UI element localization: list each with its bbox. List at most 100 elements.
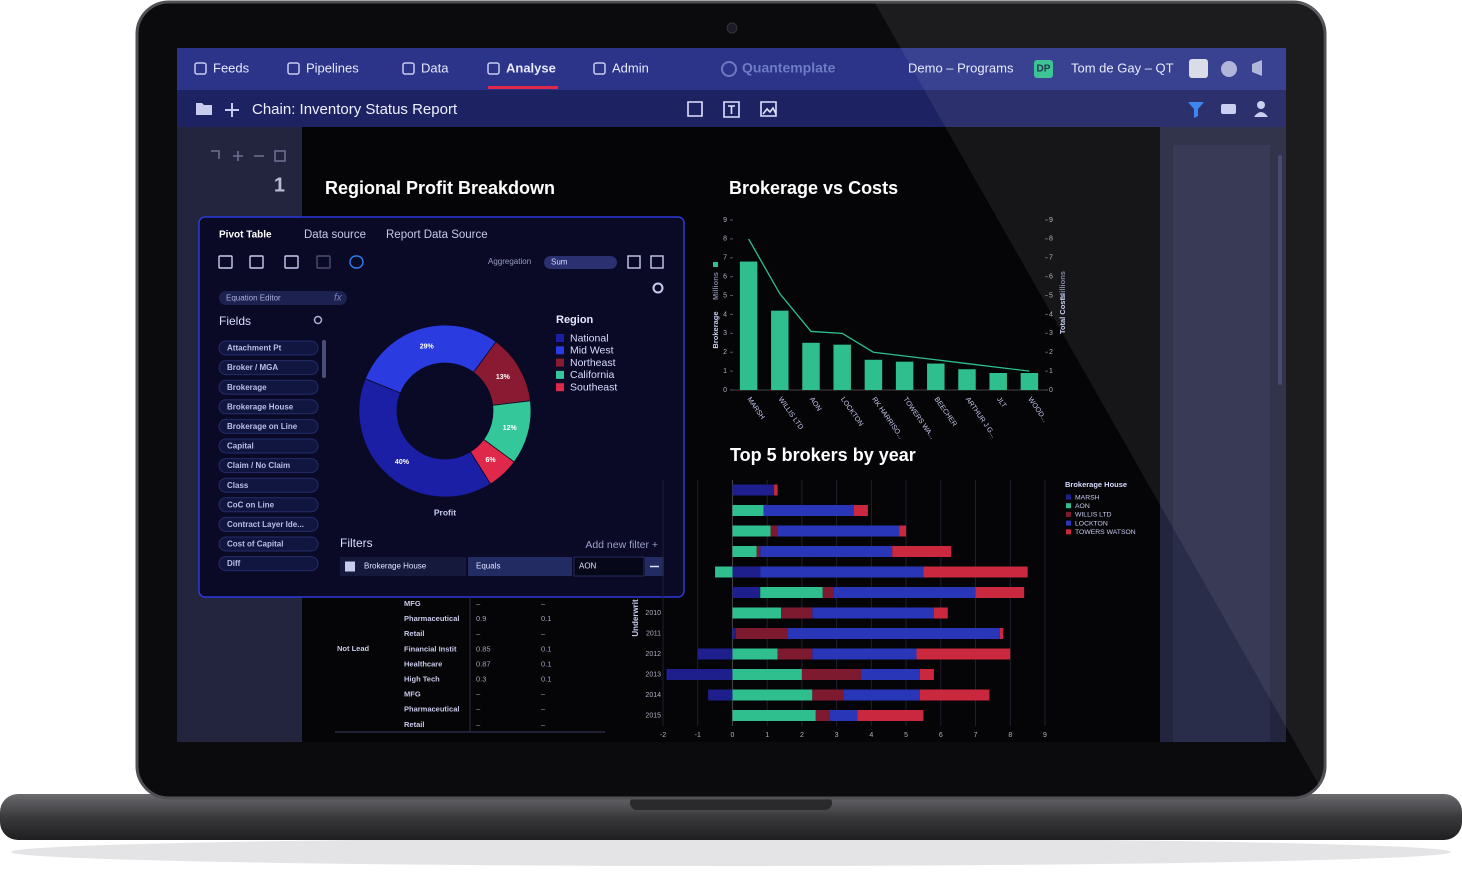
bar-segment [854,505,868,516]
x-tick-label: 9 [1043,732,1047,739]
toolbar-icon[interactable] [760,101,777,117]
bar-segment [770,525,778,537]
filter-checkbox[interactable] [345,561,355,572]
workspace-badge: DP [1037,64,1051,75]
field-name: Attachment Pt [227,344,282,353]
download-icon[interactable] [650,255,664,269]
add-user-icon[interactable] [1257,101,1265,109]
y2-axis-unit: Millions [1058,271,1067,299]
bar-segment [732,607,782,619]
legend-swatch [1066,529,1071,535]
bar-segment [919,669,934,680]
nav-item[interactable]: Feeds [213,60,250,75]
zoom-icons[interactable] [211,150,286,162]
filter-field: Brokerage House [364,562,427,571]
y2-tick-label: 6 [1049,274,1053,281]
chart-type-icon[interactable] [349,255,364,269]
toolbar-icon[interactable] [723,101,740,118]
settings-icon[interactable] [652,282,664,294]
bar-segment [763,505,854,516]
chart-type-icon[interactable] [284,255,299,269]
nav-item[interactable]: Analyse [506,60,556,75]
field-pill[interactable] [218,379,319,395]
equation-editor-box[interactable] [219,291,347,305]
pivot-tab[interactable]: Data source [304,229,366,241]
pivot-tab[interactable]: Report Data Source [386,229,488,241]
nav-item[interactable]: Admin [612,60,649,75]
field-pill[interactable] [218,418,319,434]
bar-segment [999,628,1004,639]
legend-label: AON [1075,503,1090,510]
x-tick-label: 3 [835,732,839,739]
workspace[interactable]: Demo – Programs [908,60,1014,75]
legend-label: Southeast [570,381,617,393]
scrollbar [1278,155,1282,385]
legend-label: Northeast [570,357,616,369]
legend-swatch [1066,494,1071,500]
line [748,238,1030,372]
filter-value-box[interactable] [573,556,645,577]
y-tick-label: 4 [723,311,727,318]
y-tick-label: 2015 [645,712,661,719]
bar-segment [732,484,775,496]
pivot-tab[interactable]: Pivot Table [219,230,272,241]
field-pill[interactable] [218,360,319,376]
pivot-icon[interactable] [627,255,641,269]
field-pill[interactable] [218,516,319,532]
y-axis-unit: Millions [711,272,720,300]
bar-segment [732,689,813,701]
nav-item[interactable]: Pipelines [306,60,359,75]
table-group: Not Lead [337,644,370,653]
workspace-badge-bg [1034,60,1053,78]
field-pill[interactable] [218,497,319,513]
bar-segment [843,689,920,701]
field-pill[interactable] [218,536,319,552]
field-name: Brokerage House [227,402,294,411]
donut-slice [364,324,497,394]
bar-segment [781,607,813,619]
pivot-panel [198,216,685,598]
help-icon[interactable] [1221,61,1237,77]
nav-item[interactable]: Data [421,60,449,75]
field-pill[interactable] [218,438,319,454]
aggregation-select[interactable] [544,256,617,269]
y-tick-label: 5 [723,292,727,299]
table-cell: Healthcare [404,659,442,668]
table-cell: – [476,629,481,638]
y-tick-label: 9 [723,217,727,224]
print-icon[interactable] [1221,104,1236,114]
chart-type-icon[interactable] [249,255,264,269]
bar-segment [822,587,834,598]
announce-icon[interactable] [1252,60,1262,76]
field-pill[interactable] [218,477,319,493]
y2-tick-label: 1 [1049,368,1053,375]
table-cell: Pharmaceutical [404,614,459,623]
y2-axis-label: Total Costs [1058,294,1067,334]
slice-label: 12% [503,425,518,432]
filters-title: Filters [340,536,373,550]
page-number: 1 [274,174,285,196]
folder-icon[interactable] [196,103,212,115]
toolbar-icon[interactable] [687,101,703,117]
chart-type-icon[interactable] [218,255,233,269]
table-cell: – [476,720,481,729]
user[interactable]: Tom de Gay – QT [1071,60,1174,75]
field-pill[interactable] [218,399,319,415]
bar-segment [732,648,778,660]
add-filter[interactable]: Add new filter + [585,539,658,551]
right-panel [1173,145,1270,742]
chart-type-icon[interactable] [316,255,331,269]
field-pill[interactable] [218,556,319,572]
plus-icon[interactable] [225,103,239,117]
bar-segment [777,648,813,660]
bar-segment [919,689,990,701]
field-pill[interactable] [218,458,319,474]
field-pill[interactable] [218,340,319,356]
table-cell: 0.1 [541,644,551,653]
legend-label: TOWERS WATSON [1075,529,1136,536]
filter-op-box[interactable] [468,557,572,576]
field-name: Diff [227,559,241,568]
search-icon[interactable] [313,315,323,325]
bar-segment [860,669,920,680]
filter-icon[interactable] [1188,102,1204,118]
